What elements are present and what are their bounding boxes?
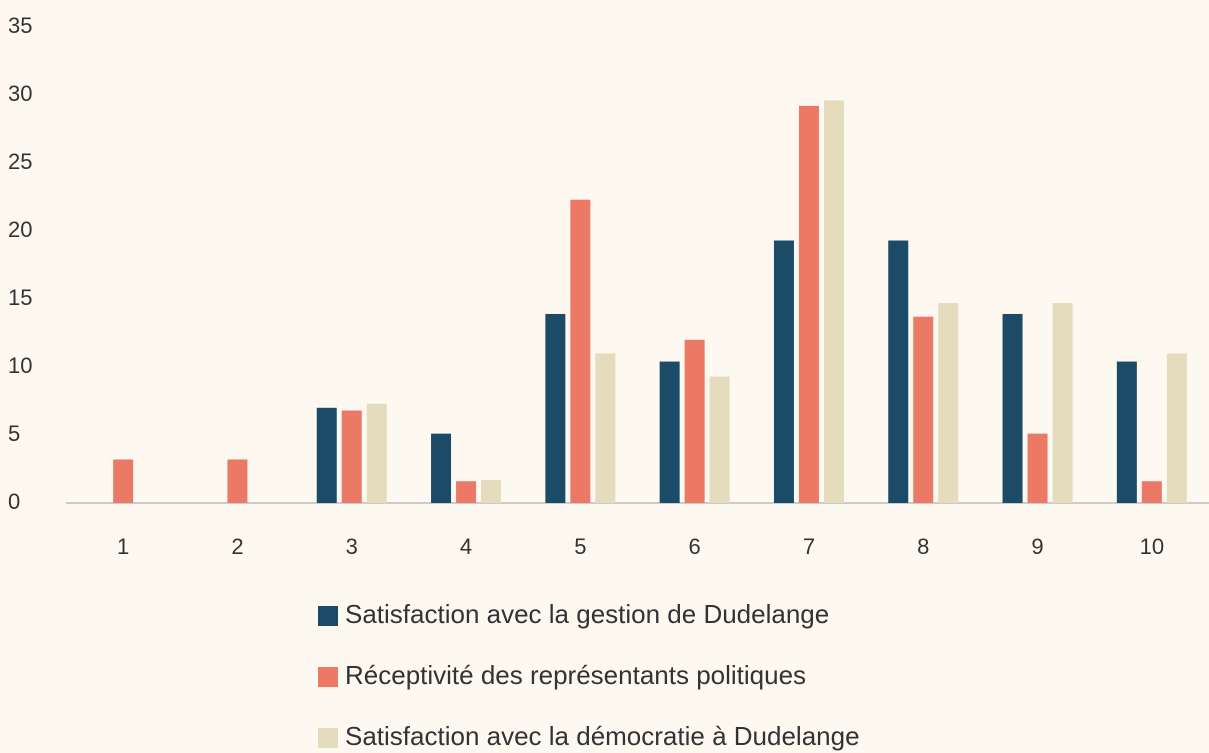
bar <box>684 339 705 503</box>
bar <box>341 410 362 503</box>
y-tick-label: 10 <box>8 353 32 378</box>
x-tick-label: 4 <box>460 534 472 559</box>
x-tick-label: 7 <box>803 534 815 559</box>
bar <box>545 313 566 503</box>
x-tick-label: 10 <box>1140 534 1164 559</box>
bar <box>659 361 680 503</box>
y-tick-label: 35 <box>8 13 32 38</box>
x-tick-label: 1 <box>117 534 129 559</box>
y-tick-label: 0 <box>8 489 20 514</box>
y-tick-label: 15 <box>8 285 32 310</box>
bar <box>888 240 909 503</box>
bar <box>481 479 502 503</box>
bar <box>798 105 819 503</box>
bar <box>570 199 591 503</box>
bar <box>595 353 616 503</box>
bar <box>1002 313 1023 503</box>
legend-label: Satisfaction avec la gestion de Dudelang… <box>345 599 829 629</box>
bar <box>1166 353 1187 503</box>
bar <box>1141 481 1162 503</box>
legend-swatch <box>318 606 338 626</box>
bar <box>1027 433 1048 503</box>
x-tick-label: 6 <box>689 534 701 559</box>
bar <box>316 407 337 503</box>
bar <box>1116 361 1137 503</box>
x-tick-label: 3 <box>346 534 358 559</box>
legend-label: Satisfaction avec la démocratie à Dudela… <box>345 721 860 751</box>
y-tick-label: 5 <box>8 421 20 446</box>
bar <box>456 481 477 503</box>
x-tick-label: 2 <box>231 534 243 559</box>
x-tick-label: 8 <box>917 534 929 559</box>
legend-swatch <box>318 728 338 748</box>
bar <box>227 459 248 503</box>
y-tick-label: 20 <box>8 217 32 242</box>
y-tick-label: 25 <box>8 149 32 174</box>
y-tick-label: 30 <box>8 81 32 106</box>
legend-swatch <box>318 667 338 687</box>
bar <box>938 303 959 503</box>
bar <box>913 316 934 503</box>
bar <box>113 459 134 503</box>
bar <box>709 376 730 503</box>
bar <box>823 100 844 503</box>
x-tick-label: 9 <box>1031 534 1043 559</box>
legend-label: Réceptivité des représentants politiques <box>345 660 806 690</box>
bar <box>773 240 794 503</box>
x-tick-label: 5 <box>574 534 586 559</box>
bar <box>366 403 387 503</box>
bar <box>1052 303 1073 503</box>
bar <box>431 433 452 503</box>
